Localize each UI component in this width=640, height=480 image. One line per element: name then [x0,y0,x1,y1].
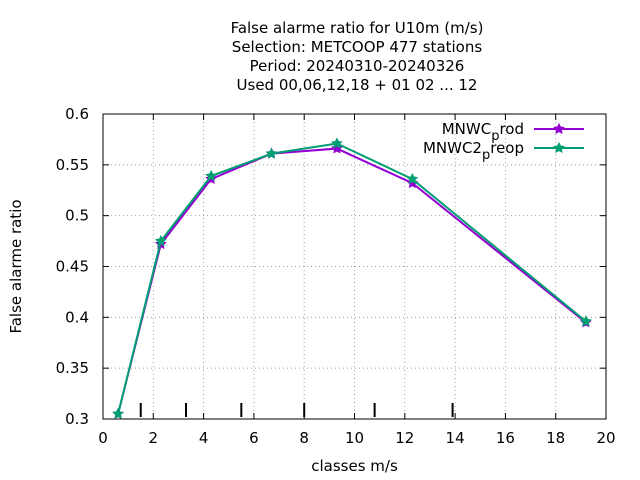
class-boundary-marks [139,403,454,417]
y-tick-label: 0.4 [65,308,89,326]
y-tick-label: 0.3 [65,410,89,428]
title-line: Period: 20240310-20240326 [250,57,465,75]
x-tick-label: 14 [446,429,465,447]
title-line: Used 00,06,12,18 + 01 02 ... 12 [237,76,478,94]
y-axis-ticks: 0.3 0.35 0.4 0.45 0.5 0.55 0.6 [56,105,606,428]
x-tick-label: 8 [299,429,309,447]
y-tick-label: 0.45 [56,258,89,276]
x-tick-label: 10 [345,429,364,447]
x-tick-label: 2 [149,429,159,447]
series-line [117,142,587,415]
data-point [205,169,217,181]
data-point [112,407,124,419]
grid-lines [103,114,606,419]
y-tick-label: 0.6 [65,105,89,123]
x-tick-label: 6 [249,429,259,447]
legend-label: MNWCprod [442,120,524,144]
data-point [406,172,419,185]
x-tick-label: 18 [546,429,565,447]
data-point [265,147,278,159]
y-axis-label: False alarme ratio [7,199,25,333]
series-line [117,147,587,415]
series-layer [112,137,592,419]
legend-marker [553,122,565,134]
x-axis-ticks: 0 2 4 6 8 10 12 14 16 18 20 [98,114,616,447]
x-tick-label: 4 [199,429,209,447]
chart-title: False alarme ratio for U10m (m/s)Selecti… [231,19,484,94]
x-tick-label: 0 [98,429,108,447]
legend-label: MNWC2preop [423,139,524,163]
data-point [155,234,167,247]
data-point [331,142,343,154]
x-tick-label: 12 [395,429,414,447]
y-tick-label: 0.5 [65,207,89,225]
data-point [331,137,343,149]
x-axis-label: classes m/s [311,457,398,475]
data-point [580,315,592,327]
x-tick-label: 16 [496,429,515,447]
y-tick-label: 0.35 [56,359,89,377]
title-line: Selection: METCOOP 477 stations [232,38,483,56]
title-line: False alarme ratio for U10m (m/s) [231,19,484,37]
legend-marker [553,141,565,153]
y-tick-label: 0.55 [56,156,89,174]
x-tick-label: 20 [596,429,615,447]
